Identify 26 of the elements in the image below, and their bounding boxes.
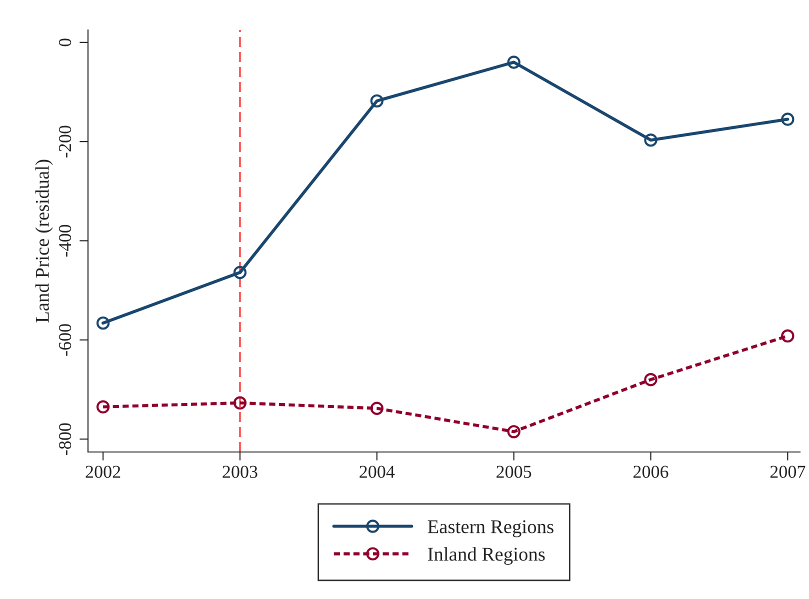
y-tick-label: -400 — [58, 224, 72, 257]
point — [233, 396, 247, 410]
y-tick-label: 0 — [58, 38, 72, 46]
point — [370, 94, 384, 108]
legend-label: Inland Regions — [428, 547, 545, 565]
y-tick-label: -600 — [58, 324, 72, 356]
y-axis-title: Land Price (residual) — [35, 160, 53, 323]
x-tick-label: 2003 — [222, 466, 258, 478]
point — [96, 400, 110, 414]
x-tick-label: 2006 — [633, 466, 668, 478]
y-tick-label: -200 — [58, 126, 72, 158]
x-tick-label: 2002 — [86, 466, 120, 478]
point — [781, 112, 794, 126]
point — [644, 373, 658, 386]
x-tick-label: 2005 — [496, 466, 532, 478]
point — [507, 425, 520, 438]
point — [644, 133, 658, 147]
x-tick-label: 2007 — [770, 466, 806, 478]
point — [507, 56, 520, 69]
legend-label: Eastern Regions — [428, 520, 554, 538]
x-tick-label: 2004 — [360, 466, 395, 478]
point — [370, 402, 384, 415]
point — [96, 316, 110, 330]
point — [781, 329, 794, 343]
y-tick-label: -800 — [58, 423, 72, 455]
point — [233, 266, 247, 280]
